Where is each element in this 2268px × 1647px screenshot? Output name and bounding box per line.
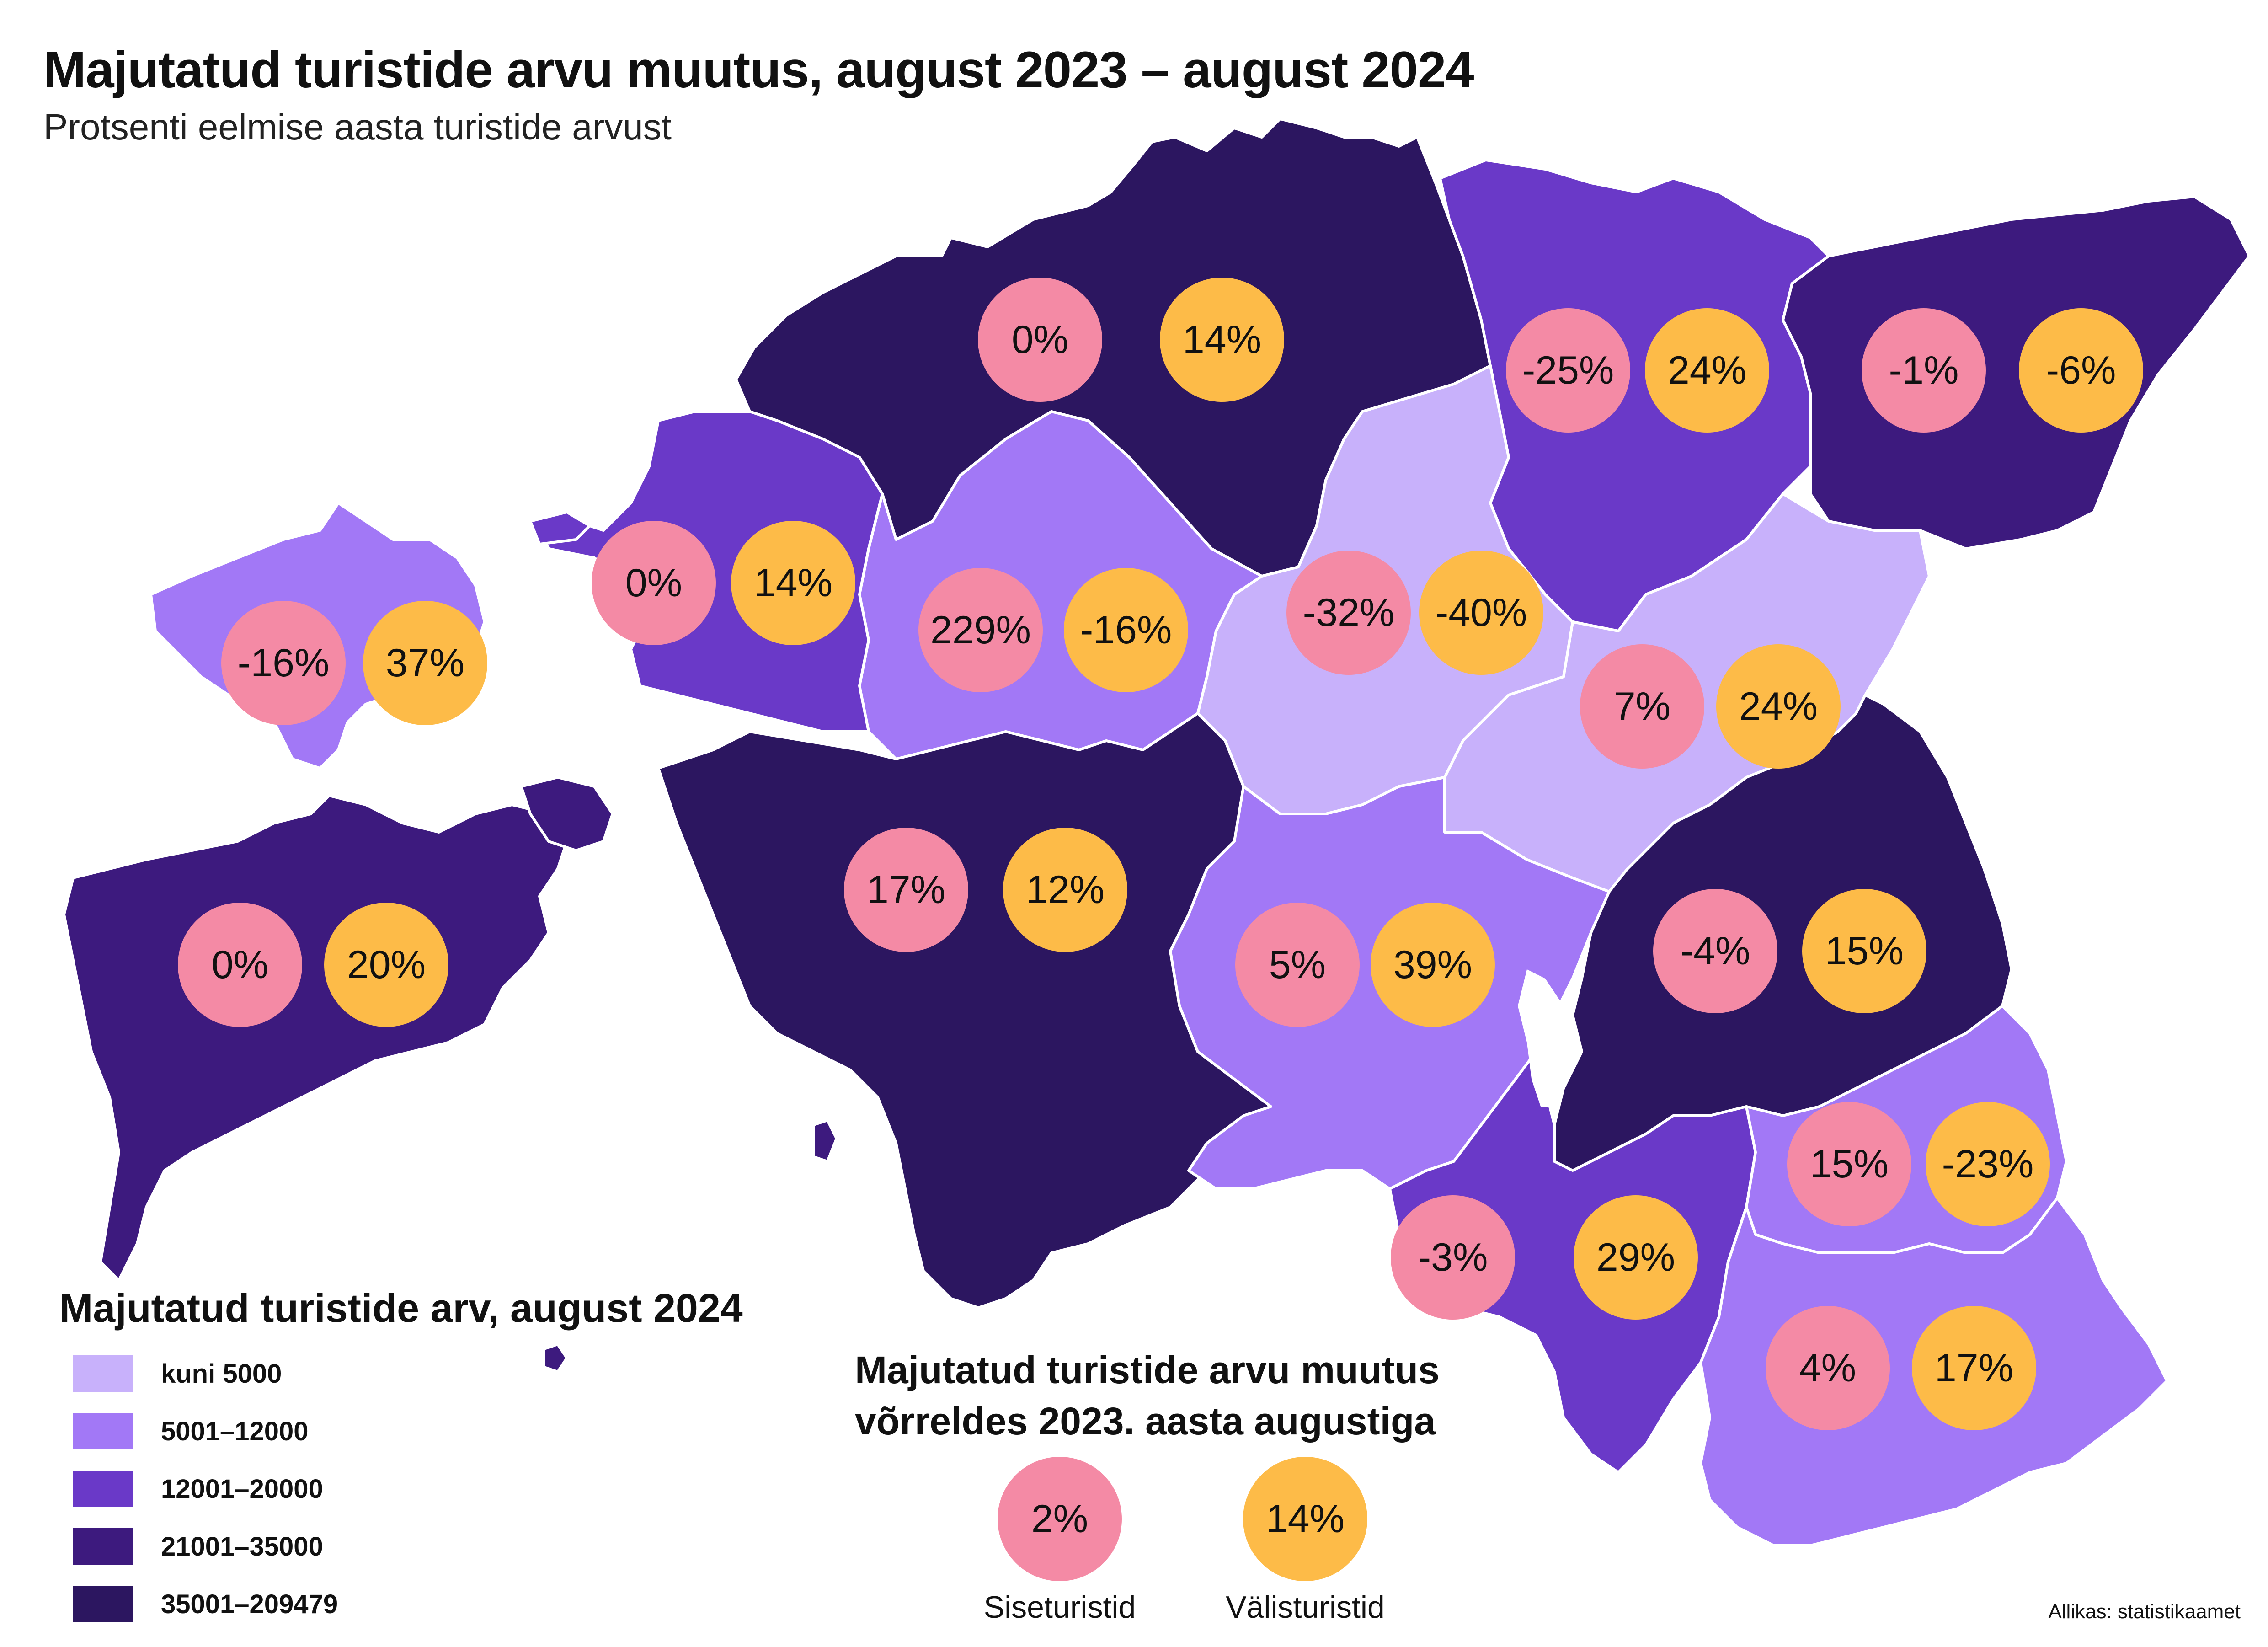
region-ida-viru-domestic: -1%	[1862, 308, 1986, 433]
change-legend-title: Majutatud turistide arvu muutus võrrelde…	[855, 1344, 1440, 1447]
domestic-key-label: Siseturistid	[983, 1590, 1136, 1625]
region-ida-viru-foreign: -6%	[2019, 308, 2143, 433]
region-saaremaa-foreign: 20%	[324, 903, 448, 1027]
region-laane-viru-foreign: 24%	[1645, 308, 1769, 433]
region-jarva-domestic: -32%	[1286, 551, 1411, 675]
region-jogeva-domestic: 7%	[1580, 644, 1704, 769]
legend-label: 21001–35000	[161, 1531, 323, 1561]
region-tartu-foreign: 15%	[1802, 889, 1926, 1013]
region-polva-foreign: -23%	[1926, 1102, 2050, 1226]
region-laane-foreign: 14%	[731, 521, 855, 645]
domestic-key-bubble: 2%	[998, 1457, 1122, 1581]
map-subtitle: Protsenti eelmise aasta turistide arvust	[43, 107, 672, 147]
region-valga-domestic: -3%	[1391, 1195, 1515, 1320]
legend-swatch	[73, 1413, 133, 1449]
legend-item: 5001–12000	[73, 1412, 309, 1450]
foreign-key-label: Välisturistid	[1226, 1590, 1385, 1625]
lake-peipus	[1920, 512, 2112, 732]
region-jogeva-foreign: 24%	[1716, 644, 1841, 769]
map-title: Majutatud turistide arvu muutus, august …	[43, 41, 1474, 98]
region-voru-domestic: 4%	[1766, 1306, 1890, 1430]
change-legend-title-line2: võrreldes 2023. aasta augustiga	[855, 1400, 1436, 1443]
legend-label: 5001–12000	[161, 1416, 309, 1446]
legend-item: 12001–20000	[73, 1470, 323, 1508]
region-viljandi-foreign: 39%	[1371, 903, 1495, 1027]
change-legend-title-line1: Majutatud turistide arvu muutus	[855, 1348, 1440, 1391]
island-kihnu	[812, 1119, 838, 1163]
region-saaremaa-domestic: 0%	[178, 903, 302, 1027]
island-vormsi	[529, 511, 591, 545]
region-laane-viru-domestic: -25%	[1506, 308, 1630, 433]
lake-vortsjarv	[1518, 969, 1568, 1107]
region-parnu-domestic: 17%	[844, 828, 968, 952]
region-hiiumaa-foreign: 37%	[363, 601, 487, 725]
legend-item: kuni 5000	[73, 1354, 282, 1393]
region-parnu	[657, 712, 1272, 1309]
region-rapla-foreign: -16%	[1064, 568, 1188, 692]
legend-swatch	[73, 1471, 133, 1507]
region-tartu-domestic: -4%	[1653, 889, 1777, 1013]
region-valga-foreign: 29%	[1574, 1195, 1698, 1320]
region-rapla-domestic: 229%	[918, 568, 1043, 692]
legend-swatch	[73, 1586, 133, 1622]
legend-item: 21001–35000	[73, 1527, 323, 1566]
legend-label: 35001–209479	[161, 1589, 338, 1619]
legend-swatch	[73, 1355, 133, 1392]
region-parnu-foreign: 12%	[1003, 828, 1127, 952]
region-voru-foreign: 17%	[1912, 1306, 2036, 1430]
region-muhu	[520, 776, 614, 852]
region-viljandi-domestic: 5%	[1235, 903, 1360, 1027]
legend-swatch	[73, 1528, 133, 1565]
legend-item: 35001–209479	[73, 1585, 338, 1623]
region-harju-domestic: 0%	[978, 278, 1102, 402]
legend-label: 12001–20000	[161, 1474, 323, 1504]
source-note: Allikas: statistikaamet	[2048, 1600, 2241, 1623]
legend-title: Majutatud turistide arv, august 2024	[59, 1285, 743, 1331]
region-hiiumaa-domestic: -16%	[221, 601, 346, 725]
island-ruhnu	[543, 1343, 568, 1373]
region-ida-viru	[1782, 195, 2251, 550]
legend-label: kuni 5000	[161, 1358, 282, 1389]
region-harju-foreign: 14%	[1160, 278, 1284, 402]
region-laane-domestic: 0%	[592, 521, 716, 645]
region-jarva-foreign: -40%	[1419, 551, 1543, 675]
region-polva-domestic: 15%	[1787, 1102, 1911, 1226]
region-saaremaa	[63, 794, 568, 1282]
foreign-key-bubble: 14%	[1243, 1457, 1367, 1581]
